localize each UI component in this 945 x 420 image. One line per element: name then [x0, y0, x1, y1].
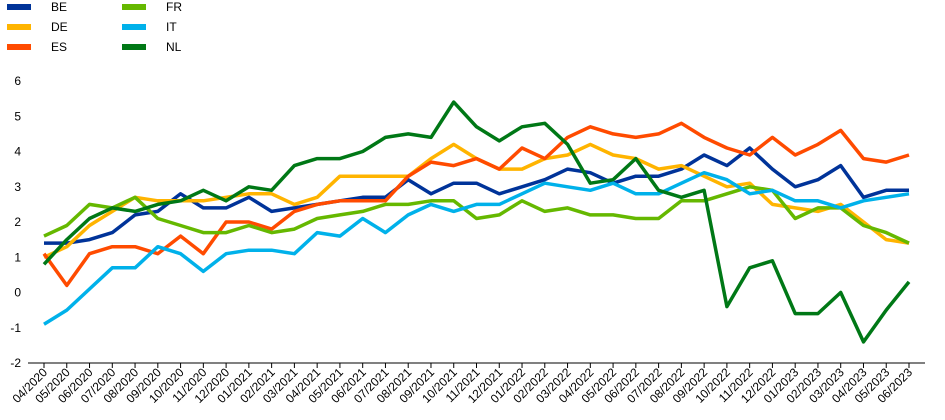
legend-label: BE [51, 0, 67, 14]
y-tick-label: 1 [14, 250, 21, 264]
legend-swatch [122, 24, 146, 30]
legend-item-it: IT [122, 20, 177, 34]
legend-label: FR [166, 0, 182, 14]
legend-label: NL [166, 40, 182, 54]
y-axis: 6 5 4 3 2 1 0 -1 -2 [10, 74, 21, 370]
y-tick-label: -1 [10, 321, 21, 335]
legend-swatch [7, 4, 31, 10]
y-tick-label: 3 [14, 180, 21, 194]
series-line-it [43, 170, 910, 326]
y-tick-label: 5 [14, 109, 21, 123]
legend-swatch [7, 24, 31, 30]
legend-item-nl: NL [122, 40, 182, 54]
legend-swatch [122, 44, 146, 50]
legend-label: IT [166, 20, 177, 34]
legend-label: ES [51, 40, 67, 54]
series-line-be [44, 146, 909, 245]
legend-item-be: BE [7, 0, 67, 14]
y-tick-label: 2 [14, 215, 21, 229]
y-tick-label: 6 [14, 74, 21, 88]
y-tick-label: -2 [10, 356, 21, 370]
legend-item-es: ES [7, 40, 67, 54]
series-line-nl [42, 100, 911, 344]
series-line-fr [43, 185, 910, 245]
legend-item-de: DE [7, 20, 68, 34]
legend-item-fr: FR [122, 0, 182, 14]
plot-lines [42, 100, 911, 344]
legend: BE DE ES FR IT NL [7, 0, 182, 54]
x-axis: 04/202005/202006/202007/202008/202009/20… [10, 362, 925, 406]
legend-label: DE [51, 20, 68, 34]
legend-swatch [7, 44, 31, 50]
series-line-es [42, 121, 910, 288]
legend-swatch [122, 4, 146, 10]
y-tick-label: 0 [14, 286, 21, 300]
y-tick-label: 4 [14, 145, 21, 159]
